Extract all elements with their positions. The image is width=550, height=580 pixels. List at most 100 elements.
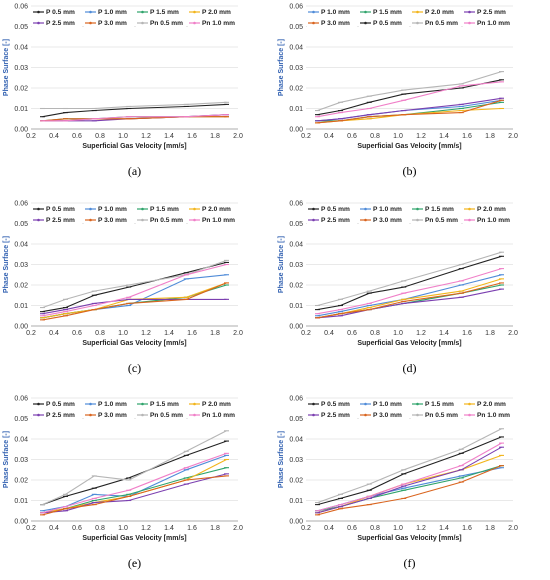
y-tick-label: 0.01: [289, 106, 303, 113]
legend-entry: P 0.5 mm: [46, 401, 75, 408]
x-tick-label: 0.8: [95, 330, 105, 337]
legend-entry: P 1.5 mm: [150, 206, 179, 213]
legend-marker: [37, 413, 40, 417]
x-tick-label: 1.6: [187, 330, 197, 337]
y-tick-label: 0.00: [289, 518, 303, 525]
legend-backdrop: [463, 400, 513, 409]
panel-label: (a): [128, 164, 141, 178]
x-tick-label: 1.6: [462, 133, 472, 140]
series-line: [317, 274, 502, 317]
legend-marker: [468, 413, 471, 417]
legend-entry: P 2.5 mm: [321, 412, 350, 419]
legend-marker: [141, 207, 144, 211]
panel-label: (d): [403, 361, 417, 375]
legend-backdrop: [359, 8, 409, 17]
legend-marker: [416, 21, 419, 25]
legend-backdrop: [84, 400, 134, 409]
y-tick-label: 0.06: [14, 200, 28, 207]
series-line: [42, 259, 227, 309]
legend-marker: [312, 21, 315, 25]
panel-label: (e): [128, 556, 141, 570]
y-tick-label: 0.01: [14, 106, 28, 113]
legend-marker: [37, 207, 40, 211]
x-axis-label: Superficial Gas Velocity [mm/s]: [82, 340, 186, 347]
y-tick-label: 0.03: [289, 457, 303, 464]
chart-panel-a: 0.00 0.01 0.02 0.03 0.04 0.05 0.06 0.2 0.4 0.6 0.8…: [3, 3, 243, 178]
legend-marker: [89, 10, 92, 14]
series-line: [42, 475, 227, 516]
legend-marker: [193, 402, 196, 406]
series-line: [317, 97, 502, 122]
y-tick-label: 0.05: [289, 416, 303, 423]
x-tick-label: 0.4: [324, 133, 334, 140]
legend-entry: P 2.5 mm: [46, 412, 75, 419]
legend-entry: P 2.5 mm: [321, 217, 350, 224]
chart-panel-c: 0.00 0.01 0.02 0.03 0.04 0.05 0.06 0.2 0.4 0.6 0.8…: [3, 200, 243, 375]
y-tick-label: 0.05: [14, 24, 28, 31]
legend-backdrop: [188, 216, 238, 225]
legend-entry: Pn 0.5 mm: [425, 20, 458, 27]
legend-backdrop: [359, 205, 409, 214]
legend-backdrop: [188, 400, 238, 409]
legend-marker: [312, 207, 315, 211]
legend-marker: [312, 10, 315, 14]
legend-entry: P 3.0 mm: [373, 217, 402, 224]
legend-marker: [416, 413, 419, 417]
series-line: [317, 255, 502, 311]
legend-backdrop: [84, 205, 134, 214]
legend-entry: P 1.0 mm: [321, 9, 350, 16]
x-tick-label: 0.6: [347, 330, 357, 337]
legend-entry: P 3.0 mm: [98, 217, 127, 224]
x-tick-label: 1.8: [210, 330, 220, 337]
y-axis-label: Phase Surface [-]: [278, 39, 285, 96]
series-line: [317, 428, 502, 504]
legend-backdrop: [136, 205, 186, 214]
legend-backdrop: [307, 205, 357, 214]
series-line: [317, 465, 502, 516]
y-tick-label: 0.06: [289, 3, 303, 10]
legend-backdrop: [32, 411, 82, 420]
series-line: [317, 436, 502, 506]
y-tick-label: 0.00: [14, 126, 28, 133]
legend-entry: P 2.5 mm: [477, 9, 506, 16]
x-tick-label: 0.8: [95, 525, 105, 532]
x-axis-label: Superficial Gas Velocity [mm/s]: [357, 340, 461, 347]
legend-marker: [89, 413, 92, 417]
y-tick-label: 0.00: [14, 323, 28, 330]
x-tick-label: 0.2: [26, 330, 36, 337]
x-tick-label: 1.4: [164, 133, 174, 140]
x-tick-label: 0.4: [324, 525, 334, 532]
legend-backdrop: [136, 8, 186, 17]
x-tick-label: 1.8: [210, 133, 220, 140]
x-tick-label: 1.2: [416, 133, 426, 140]
legend-marker: [468, 10, 471, 14]
series-line: [42, 440, 227, 506]
y-tick-label: 0.03: [289, 262, 303, 269]
legend-marker: [193, 10, 196, 14]
x-tick-label: 1.2: [416, 330, 426, 337]
legend-entry: P 3.0 mm: [321, 20, 350, 27]
legend-entry: P 1.5 mm: [373, 9, 402, 16]
x-tick-label: 1.0: [393, 330, 403, 337]
legend-marker: [468, 21, 471, 25]
series-line: [42, 114, 227, 122]
legend-marker: [468, 207, 471, 211]
legend-marker: [37, 218, 40, 222]
y-tick-label: 0.01: [289, 498, 303, 505]
legend-entry: P 2.0 mm: [202, 401, 231, 408]
legend-backdrop: [411, 19, 461, 28]
x-tick-label: 1.2: [416, 525, 426, 532]
legend-entry: P 1.0 mm: [98, 206, 127, 213]
panel-label: (f): [404, 556, 416, 570]
legend-entry: Pn 0.5 mm: [150, 20, 183, 27]
y-tick-label: 0.04: [14, 436, 28, 443]
legend-entry: P 3.0 mm: [373, 412, 402, 419]
legend-marker: [468, 218, 471, 222]
x-tick-label: 0.2: [26, 525, 36, 532]
y-tick-label: 0.01: [14, 303, 28, 310]
y-tick-label: 0.00: [14, 518, 28, 525]
x-tick-label: 1.4: [164, 525, 174, 532]
legend-entry: P 0.5 mm: [46, 206, 75, 213]
y-tick-label: 0.00: [289, 126, 303, 133]
